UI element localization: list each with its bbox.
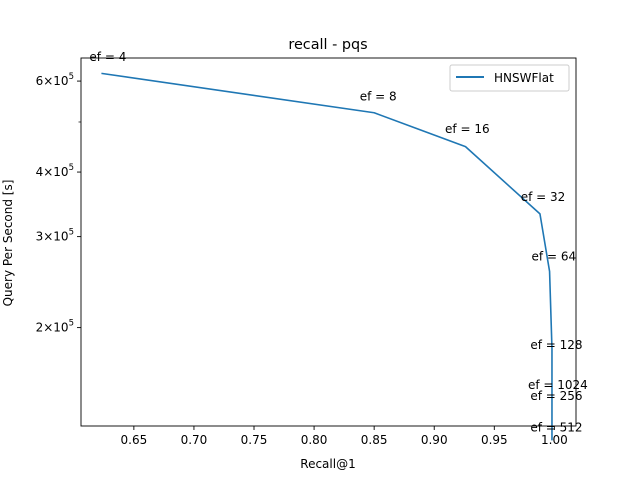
y-tick-label: 6×105: [36, 72, 74, 88]
axes-frame: [80, 57, 577, 427]
x-tick-label: 0.85: [361, 433, 388, 447]
legend-label: HNSWFlat: [494, 71, 554, 85]
chart-labels: recall - pqs Recall@1 Query Per Second […: [1, 37, 368, 471]
point-annotation-2: ef = 16: [445, 122, 490, 136]
y-tick-label: 3×105: [36, 228, 74, 244]
point-annotation-1: ef = 8: [360, 90, 397, 104]
y-tick-label: 2×105: [36, 319, 74, 335]
x-tick-label: 0.65: [121, 433, 148, 447]
point-annotation-5: ef = 128: [530, 338, 582, 352]
point-annotation-6: ef = 1024: [528, 378, 588, 392]
x-tick-label: 0.95: [481, 433, 508, 447]
x-tick-label: 0.70: [181, 433, 208, 447]
point-annotation-7: ef = 256: [530, 389, 582, 403]
x-tick-label: 0.90: [421, 433, 448, 447]
point-annotation-8: ef = 512: [530, 420, 582, 434]
y-tick-label: 4×105: [36, 163, 74, 179]
point-annotation-4: ef = 64: [532, 249, 577, 263]
axes: 0.65 0.70 0.75 0.80 0.85 0.90 0.95 1.00 2×105 3×1…: [36, 57, 577, 447]
plot-area: ef = 4 ef = 8 ef = 16 ef = 32 ef = 64 ef = 12…: [89, 50, 588, 441]
y-axis-label: Query Per Second [s]: [1, 180, 15, 307]
legend-frame: [449, 64, 570, 92]
point-annotation-3: ef = 32: [521, 190, 566, 204]
point-annotation-0: ef = 4: [89, 50, 126, 64]
chart-title: recall - pqs: [288, 37, 367, 53]
x-tick-label: 1.00: [541, 433, 568, 447]
series-line-0: [101, 72, 553, 441]
x-tick-label: 0.75: [241, 433, 268, 447]
legend: HNSWFlat: [449, 64, 570, 92]
x-tick-label: 0.80: [301, 433, 328, 447]
x-axis-label: Recall@1: [300, 457, 355, 471]
